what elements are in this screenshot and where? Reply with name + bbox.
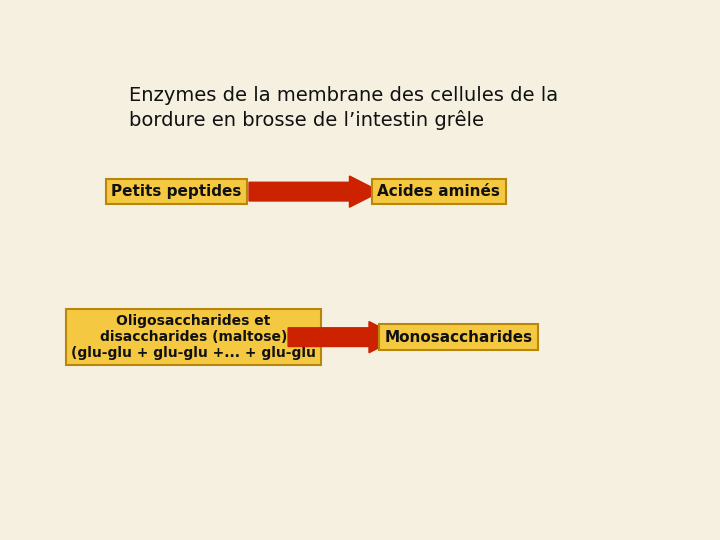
Text: Petits peptides: Petits peptides — [112, 184, 242, 199]
FancyArrow shape — [249, 176, 380, 207]
Text: Enzymes de la membrane des cellules de la
bordure en brosse de l’intestin grêle: Enzymes de la membrane des cellules de l… — [129, 85, 558, 130]
Text: Oligosaccharides et
disaccharides (maltose)
(glu-glu + glu-glu +... + glu-glu: Oligosaccharides et disaccharides (malto… — [71, 314, 315, 360]
Text: Acides aminés: Acides aminés — [377, 184, 500, 199]
FancyArrow shape — [288, 321, 400, 353]
Text: Monosaccharides: Monosaccharides — [384, 329, 532, 345]
